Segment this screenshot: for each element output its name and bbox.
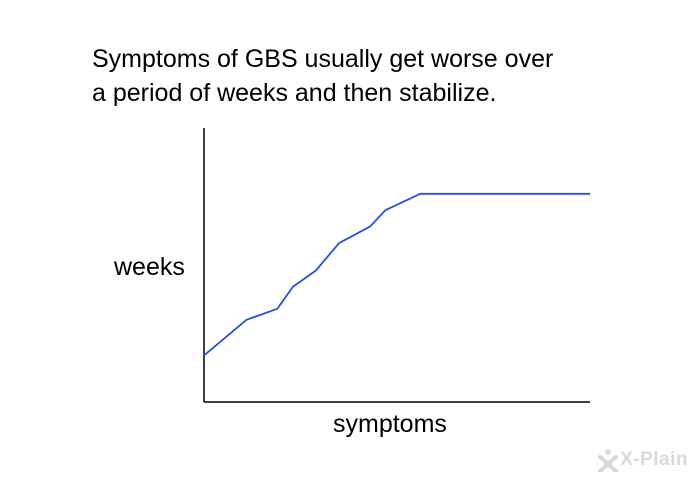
- series-layer: [203, 192, 590, 357]
- x-plain-logo: X-Plain: [597, 448, 688, 472]
- y-axis-label: weeks: [114, 253, 185, 281]
- logo-text: X-Plain: [620, 449, 688, 470]
- caption-line-2: a period of weeks and then stabilize.: [92, 79, 497, 107]
- chart-caption: Symptoms of GBS usually get worse over a…: [92, 42, 672, 110]
- series-line-0: [203, 192, 590, 357]
- x-plain-logo-icon: [598, 449, 619, 472]
- caption-line-1: Symptoms of GBS usually get worse over: [92, 45, 554, 73]
- x-axis-label: symptoms: [333, 410, 447, 438]
